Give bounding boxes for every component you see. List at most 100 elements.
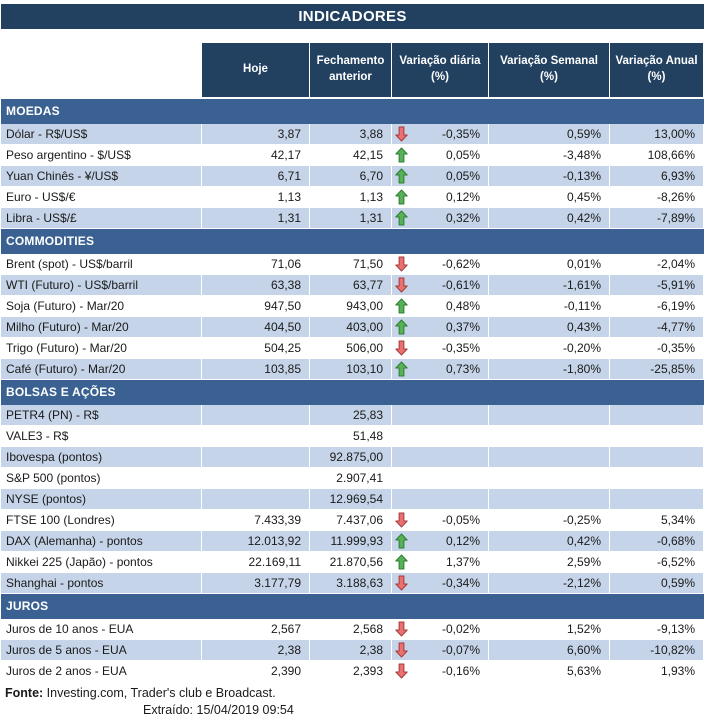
header-cell-empty: [1, 43, 201, 97]
row-label: WTI (Futuro) - US$/barril: [1, 275, 201, 295]
cell-hoje: 1,31: [201, 208, 309, 228]
cell-hoje: 1,13: [201, 187, 309, 207]
cell-variacao-diaria: -0,05%: [391, 510, 488, 530]
cell-variacao-diaria: 0,12%: [391, 531, 488, 551]
variacao-diaria-value: -0,61%: [441, 278, 480, 292]
cell-fechamento-anterior: 92.875,00: [309, 447, 391, 467]
cell-variacao-diaria: 0,48%: [391, 296, 488, 316]
row-label: Brent (spot) - US$/barril: [1, 254, 201, 274]
cell-variacao-anual: 13,00%: [609, 124, 703, 144]
variacao-diaria-value: 0,12%: [445, 190, 480, 204]
cell-variacao-semanal: 0,45%: [488, 187, 609, 207]
cell-hoje: 947,50: [201, 296, 309, 316]
table-row: Dólar - R$/US$ 3,87 3,88 -0,35% 0,59% 13…: [1, 124, 704, 145]
column-header-row: Hoje Fechamento anterior Variação diária…: [1, 43, 704, 97]
row-label: Peso argentino - $/US$: [1, 145, 201, 165]
cell-variacao-anual: -6,19%: [609, 296, 703, 316]
variacao-diaria-value: -0,02%: [441, 622, 480, 636]
cell-variacao-anual: -10,82%: [609, 640, 703, 660]
down-arrow-icon: [395, 663, 408, 679]
cell-variacao-anual: -25,85%: [609, 359, 703, 379]
down-arrow-icon: [395, 642, 408, 658]
cell-hoje: 71,06: [201, 254, 309, 274]
cell-hoje: [201, 426, 309, 446]
variacao-diaria-value: -0,35%: [441, 341, 480, 355]
cell-variacao-anual: [609, 489, 703, 509]
row-label: Libra - US$/£: [1, 208, 201, 228]
table-section: JUROS Juros de 10 anos - EUA 2,567 2,568…: [1, 594, 704, 682]
extracted-label: Extraído:: [143, 703, 194, 717]
header-cell-variacao-anual: Variação Anual (%): [609, 43, 703, 97]
row-label: Soja (Futuro) - Mar/20: [1, 296, 201, 316]
cell-hoje: [201, 447, 309, 467]
cell-fechamento-anterior: 2,393: [309, 661, 391, 681]
down-arrow-icon: [395, 256, 408, 272]
cell-variacao-anual: 5,34%: [609, 510, 703, 530]
variacao-diaria-value: -0,34%: [441, 576, 480, 590]
variacao-diaria-value: -0,62%: [441, 257, 480, 271]
row-label: Nikkei 225 (Japão) - pontos: [1, 552, 201, 572]
up-arrow-icon: [395, 533, 408, 549]
row-label: DAX (Alemanha) - pontos: [1, 531, 201, 551]
cell-variacao-semanal: -0,11%: [488, 296, 609, 316]
cell-hoje: 3,87: [201, 124, 309, 144]
cell-fechamento-anterior: 3.188,63: [309, 573, 391, 593]
table-row: Libra - US$/£ 1,31 1,31 0,32% 0,42% -7,8…: [1, 208, 704, 229]
cell-variacao-anual: 108,66%: [609, 145, 703, 165]
cell-variacao-diaria: -0,35%: [391, 124, 488, 144]
cell-hoje: 3.177,79: [201, 573, 309, 593]
cell-hoje: 2,390: [201, 661, 309, 681]
source-text: Investing.com, Trader's club e Broadcast…: [43, 686, 276, 700]
row-label: Juros de 2 anos - EUA: [1, 661, 201, 681]
cell-variacao-diaria: 0,12%: [391, 187, 488, 207]
cell-variacao-semanal: 0,43%: [488, 317, 609, 337]
cell-variacao-semanal: 0,42%: [488, 531, 609, 551]
row-label: S&P 500 (pontos): [1, 468, 201, 488]
cell-variacao-semanal: 0,42%: [488, 208, 609, 228]
cell-variacao-diaria: [391, 447, 488, 467]
cell-variacao-anual: -7,89%: [609, 208, 703, 228]
up-arrow-icon: [395, 554, 408, 570]
cell-fechamento-anterior: 1,31: [309, 208, 391, 228]
cell-variacao-semanal: -1,80%: [488, 359, 609, 379]
section-rows: Dólar - R$/US$ 3,87 3,88 -0,35% 0,59% 13…: [1, 124, 704, 229]
table-row: Soja (Futuro) - Mar/20 947,50 943,00 0,4…: [1, 296, 704, 317]
table-row: NYSE (pontos) 12.969,54: [1, 489, 704, 510]
up-arrow-icon: [395, 147, 408, 163]
cell-variacao-diaria: -0,07%: [391, 640, 488, 660]
variacao-diaria-value: 0,12%: [445, 534, 480, 548]
cell-variacao-anual: [609, 405, 703, 425]
up-arrow-icon: [395, 298, 408, 314]
variacao-diaria-value: -0,05%: [441, 513, 480, 527]
cell-variacao-semanal: [488, 489, 609, 509]
cell-variacao-anual: 1,93%: [609, 661, 703, 681]
cell-variacao-diaria: 1,37%: [391, 552, 488, 572]
cell-fechamento-anterior: 71,50: [309, 254, 391, 274]
cell-hoje: 2,38: [201, 640, 309, 660]
table-body: MOEDAS Dólar - R$/US$ 3,87 3,88 -0,35% 0…: [1, 99, 704, 682]
cell-hoje: [201, 489, 309, 509]
cell-variacao-semanal: 1,52%: [488, 619, 609, 639]
table-row: S&P 500 (pontos) 2.907,41: [1, 468, 704, 489]
cell-hoje: 2,567: [201, 619, 309, 639]
header-cell-hoje: Hoje: [201, 43, 309, 97]
row-label: Trigo (Futuro) - Mar/20: [1, 338, 201, 358]
cell-variacao-diaria: 0,05%: [391, 145, 488, 165]
cell-variacao-diaria: 0,32%: [391, 208, 488, 228]
cell-variacao-anual: 0,59%: [609, 573, 703, 593]
cell-hoje: [201, 405, 309, 425]
cell-hoje: 504,25: [201, 338, 309, 358]
cell-fechamento-anterior: 2,38: [309, 640, 391, 660]
cell-variacao-semanal: 5,63%: [488, 661, 609, 681]
table-row: VALE3 - R$ 51,48: [1, 426, 704, 447]
down-arrow-icon: [395, 126, 408, 142]
cell-fechamento-anterior: 943,00: [309, 296, 391, 316]
header-cell-variacao-semanal: Variação Semanal (%): [488, 43, 609, 97]
section-header-commodities: COMMODITIES: [1, 229, 704, 254]
cell-variacao-anual: -6,52%: [609, 552, 703, 572]
cell-variacao-diaria: 0,37%: [391, 317, 488, 337]
row-label: VALE3 - R$: [1, 426, 201, 446]
cell-variacao-anual: -9,13%: [609, 619, 703, 639]
cell-variacao-diaria: -0,02%: [391, 619, 488, 639]
